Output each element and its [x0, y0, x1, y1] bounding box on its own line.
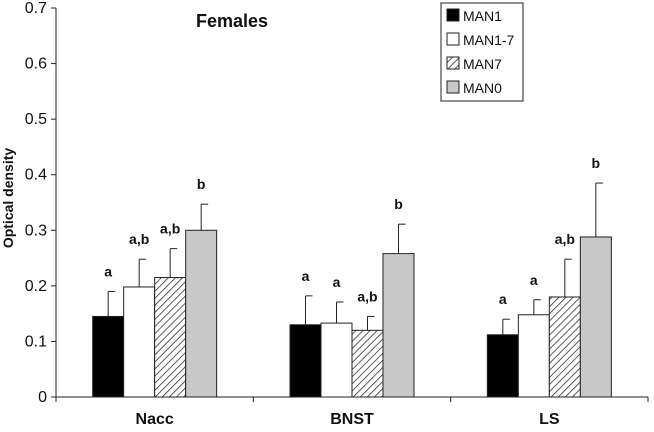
y-axis-title: Optical density	[0, 148, 16, 249]
significance-label: a,b	[129, 231, 149, 247]
y-tick-label: 0.2	[25, 278, 47, 295]
y-tick-label: 0.1	[25, 333, 47, 350]
legend: MAN1 MAN1-7 MAN7 MAN0	[440, 2, 524, 102]
bar	[517, 314, 550, 398]
bar	[351, 329, 384, 398]
bar	[579, 236, 612, 398]
chart-title: Females	[196, 11, 268, 31]
legend-swatch	[446, 80, 460, 94]
significance-label: a	[302, 268, 310, 284]
significance-label: b	[394, 196, 403, 212]
significance-label: b	[592, 155, 601, 171]
significance-label: a,b	[555, 231, 575, 247]
legend-swatch	[446, 56, 460, 70]
y-tick-label: 0.7	[25, 0, 47, 17]
x-tick-label: BNST	[330, 411, 374, 428]
bar	[92, 315, 125, 398]
y-tick-label: 0.6	[25, 56, 47, 73]
bar	[320, 322, 353, 398]
legend-label: MAN1	[463, 8, 502, 24]
bar	[486, 334, 519, 398]
bar	[382, 253, 415, 398]
legend-label: MAN7	[463, 56, 502, 72]
legend-label: MAN1-7	[463, 32, 515, 48]
significance-label: a,b	[357, 288, 377, 304]
significance-label: a	[530, 272, 538, 288]
legend-swatch	[446, 32, 460, 46]
y-tick-label: 0.5	[25, 111, 47, 128]
legend-swatch	[446, 8, 460, 22]
significance-label: a,b	[160, 221, 180, 237]
bar	[123, 286, 156, 398]
bar	[154, 277, 187, 398]
y-tick-label: 0.4	[25, 167, 47, 184]
y-tick-label: 0.3	[25, 222, 47, 239]
legend-label: MAN0	[463, 80, 502, 96]
x-tick-label: LS	[539, 411, 560, 428]
significance-label: a	[499, 291, 507, 307]
bar	[289, 324, 322, 398]
y-tick-label: 0	[38, 389, 47, 406]
significance-label: a	[104, 263, 112, 279]
significance-label: a	[333, 274, 341, 290]
x-tick-label: Nacc	[136, 411, 174, 428]
bar	[185, 229, 218, 398]
significance-label: b	[197, 176, 206, 192]
bar	[548, 296, 581, 398]
